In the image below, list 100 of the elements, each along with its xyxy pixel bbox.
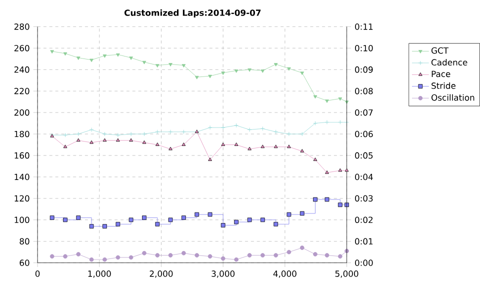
point xyxy=(247,252,252,258)
point xyxy=(325,99,329,103)
point xyxy=(182,142,186,146)
point xyxy=(102,224,107,228)
point xyxy=(168,129,173,134)
point xyxy=(344,100,349,104)
point xyxy=(102,138,107,142)
point xyxy=(313,197,318,202)
y2-tick-label: 0:06 xyxy=(355,130,373,137)
point xyxy=(338,202,342,207)
point xyxy=(324,252,330,258)
point xyxy=(89,127,94,132)
point xyxy=(274,252,278,258)
point xyxy=(50,254,54,258)
point xyxy=(313,157,318,161)
y2-tick-label: 0:02 xyxy=(355,216,373,223)
point xyxy=(155,222,160,226)
x-tick-label: 5,000 xyxy=(335,270,358,278)
y-tick-label: 120 xyxy=(14,195,30,202)
chart-title: Customized Laps:2014-09-07 xyxy=(124,9,261,18)
point xyxy=(287,144,291,148)
point xyxy=(76,252,81,256)
point xyxy=(142,215,146,220)
point xyxy=(102,54,107,58)
point xyxy=(194,252,200,258)
x-tick-label: 1,000 xyxy=(88,270,111,278)
y-tick-label: 160 xyxy=(14,152,30,158)
point xyxy=(300,148,304,152)
point xyxy=(168,62,172,66)
point xyxy=(221,142,225,146)
point xyxy=(220,125,226,130)
x-tick-label: 2,000 xyxy=(150,270,173,278)
point xyxy=(325,170,329,174)
point xyxy=(182,129,186,134)
point xyxy=(128,255,134,260)
point xyxy=(260,69,265,73)
y2-tick-label: 0:07 xyxy=(355,109,373,116)
point xyxy=(155,64,160,68)
point xyxy=(324,197,330,202)
point xyxy=(286,212,292,216)
legend-label: Cadence xyxy=(431,58,468,66)
point xyxy=(194,76,199,80)
point xyxy=(344,168,349,172)
point xyxy=(313,95,318,98)
y2-tick-label: 0:08 xyxy=(355,88,373,94)
y2-tick-label: 0:00 xyxy=(355,259,373,266)
point xyxy=(324,120,330,124)
y2-tick-label: 0:11 xyxy=(355,23,373,30)
point xyxy=(63,52,68,56)
point xyxy=(116,138,120,142)
point xyxy=(260,126,265,131)
point xyxy=(168,252,173,258)
x-tick-label: 4,000 xyxy=(273,270,296,278)
point xyxy=(155,252,160,258)
y-tick-label: 100 xyxy=(14,216,30,223)
point xyxy=(129,138,133,142)
y-tick-label: 60 xyxy=(20,259,30,266)
point xyxy=(182,250,186,256)
point xyxy=(247,217,252,222)
point xyxy=(300,71,304,75)
point xyxy=(260,217,265,222)
point xyxy=(116,222,120,226)
point xyxy=(247,127,252,132)
point xyxy=(260,144,265,148)
point xyxy=(76,132,81,136)
point xyxy=(50,50,54,54)
point xyxy=(338,168,342,172)
y2-tick-label: 0:03 xyxy=(355,195,373,202)
point xyxy=(300,245,304,250)
x-tick-label: 3,000 xyxy=(212,270,235,278)
point xyxy=(76,56,80,60)
point xyxy=(274,222,278,226)
point xyxy=(63,132,68,138)
x-tick-label: 0 xyxy=(35,270,40,277)
y-tick-label: 220 xyxy=(14,88,30,94)
point xyxy=(89,224,94,228)
point xyxy=(248,68,252,72)
y-tick-label: 80 xyxy=(20,238,30,244)
point xyxy=(221,71,225,75)
y-tick-label: 280 xyxy=(14,23,30,30)
legend-label: Stride xyxy=(432,82,456,89)
point xyxy=(50,215,54,220)
point xyxy=(274,129,278,134)
y2-tick-label: 0:04 xyxy=(355,174,373,180)
point xyxy=(234,257,238,262)
point xyxy=(274,144,278,148)
point xyxy=(168,217,173,222)
point xyxy=(63,254,68,258)
legend-label: Pace xyxy=(432,70,450,77)
point xyxy=(208,157,212,161)
point xyxy=(142,250,146,256)
point xyxy=(220,222,226,228)
point xyxy=(182,64,186,68)
point xyxy=(300,132,304,136)
point xyxy=(63,217,68,222)
point xyxy=(142,132,146,136)
point xyxy=(116,255,120,260)
y-tick-label: 200 xyxy=(14,109,30,116)
point xyxy=(260,252,265,258)
point xyxy=(234,123,238,128)
